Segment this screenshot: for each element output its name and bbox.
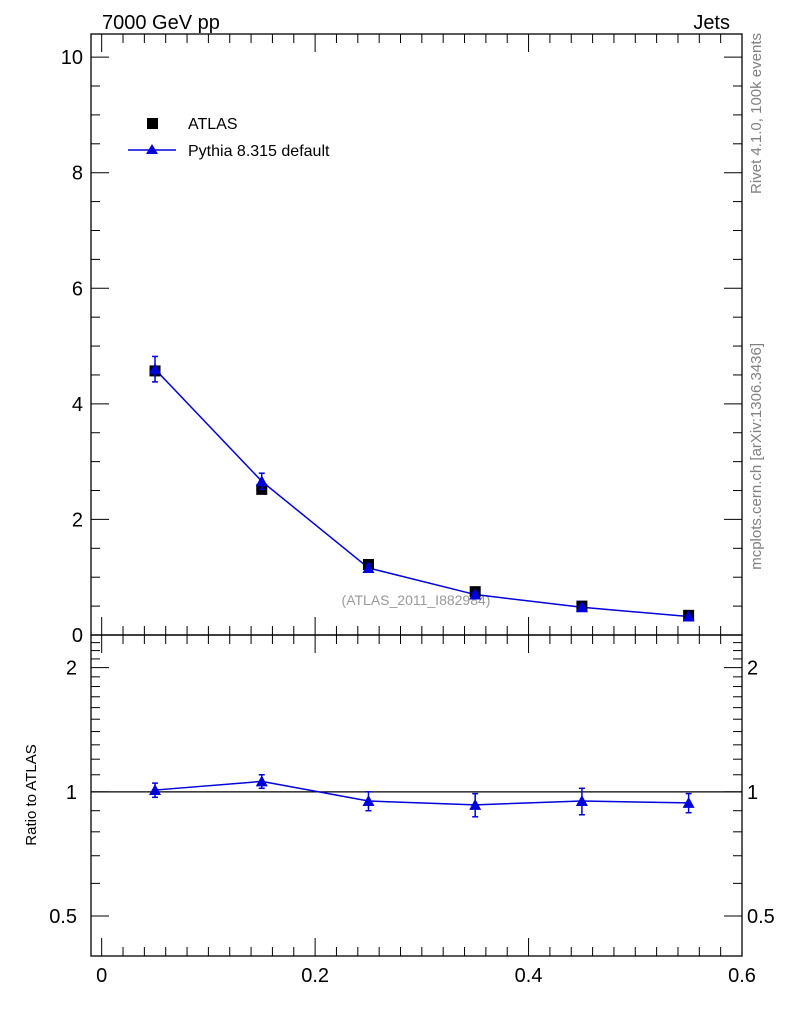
legend-pythia-label: Pythia 8.315 default <box>188 143 330 160</box>
legend-atlas-marker <box>147 118 158 129</box>
legend-atlas-label: ATLAS <box>188 116 238 133</box>
pythia-series-line <box>154 368 689 618</box>
main-y-tick-label: 4 <box>72 394 83 416</box>
main-axis-ticks <box>91 34 743 636</box>
main-y-tick-label: 10 <box>61 47 83 69</box>
main-panel: 0 2 4 6 8 10 (ATLAS_2011_I882984) ATLAS Pythi… <box>61 33 743 647</box>
main-y-tick-label: 2 <box>72 509 83 531</box>
ratio-data-point <box>682 796 695 808</box>
ratio-x-tick-label: 0.4 <box>515 965 543 987</box>
ratio-data-point <box>575 795 588 807</box>
ratio-series-line <box>154 780 689 806</box>
ratio-y-tick-label-left: 1 <box>66 782 77 804</box>
ratio-data-point <box>255 775 268 787</box>
ratio-data-point <box>362 795 375 807</box>
ratio-axis-ticks <box>91 634 743 957</box>
ratio-data-point <box>149 784 162 796</box>
main-y-tick-label: 6 <box>72 278 83 300</box>
ratio-plot-frame <box>90 634 743 957</box>
ratio-x-tick-label: 0 <box>96 965 107 987</box>
ratio-data-point <box>469 798 482 810</box>
ratio-y-tick-label-right: 2 <box>747 658 758 680</box>
ratio-y-axis-label: Ratio to ATLAS <box>23 744 40 845</box>
legend-pythia-marker <box>146 144 158 154</box>
pythia-data-point <box>362 561 375 573</box>
main-y-tick-label: 8 <box>72 163 83 185</box>
rivet-version-label: Rivet 4.1.0, 100k events <box>748 33 765 194</box>
pythia-data-point <box>469 588 482 600</box>
header-right-label: Jets <box>693 12 730 34</box>
pythia-data-point <box>682 610 695 622</box>
ratio-y-tick-labels: 0.5 0.5 1 1 2 2 <box>49 658 775 928</box>
header-left-label: 7000 GeV pp <box>102 12 220 34</box>
ratio-y-tick-label-right: 1 <box>747 782 758 804</box>
ratio-x-tick-labels: 0 0.2 0.4 0.6 <box>96 965 756 987</box>
main-data-marks <box>149 355 695 622</box>
ratio-y-tick-label-left: 0.5 <box>49 906 77 928</box>
ratio-data-marks <box>91 774 742 818</box>
pythia-data-point <box>575 601 588 613</box>
pythia-data-point <box>255 475 268 487</box>
analysis-id-watermark: (ATLAS_2011_I882984) <box>342 592 491 608</box>
ratio-x-tick-label: 0.6 <box>728 965 756 987</box>
mcplots-reference-label: mcplots.cern.ch [arXiv:1306.3436] <box>748 343 765 570</box>
ratio-panel: 0.5 0.5 1 1 2 2 0 0.2 0.4 0.6 Ratio to ATLAS <box>23 634 775 987</box>
main-y-tick-label: 0 <box>72 625 83 647</box>
pythia-data-point <box>149 363 162 375</box>
ratio-x-tick-label: 0.2 <box>301 965 329 987</box>
main-y-tick-labels: 0 2 4 6 8 10 <box>61 47 83 647</box>
ratio-y-tick-label-left: 2 <box>66 658 77 680</box>
legend: ATLAS Pythia 8.315 default <box>128 116 330 160</box>
ratio-y-tick-label-right: 0.5 <box>747 906 775 928</box>
